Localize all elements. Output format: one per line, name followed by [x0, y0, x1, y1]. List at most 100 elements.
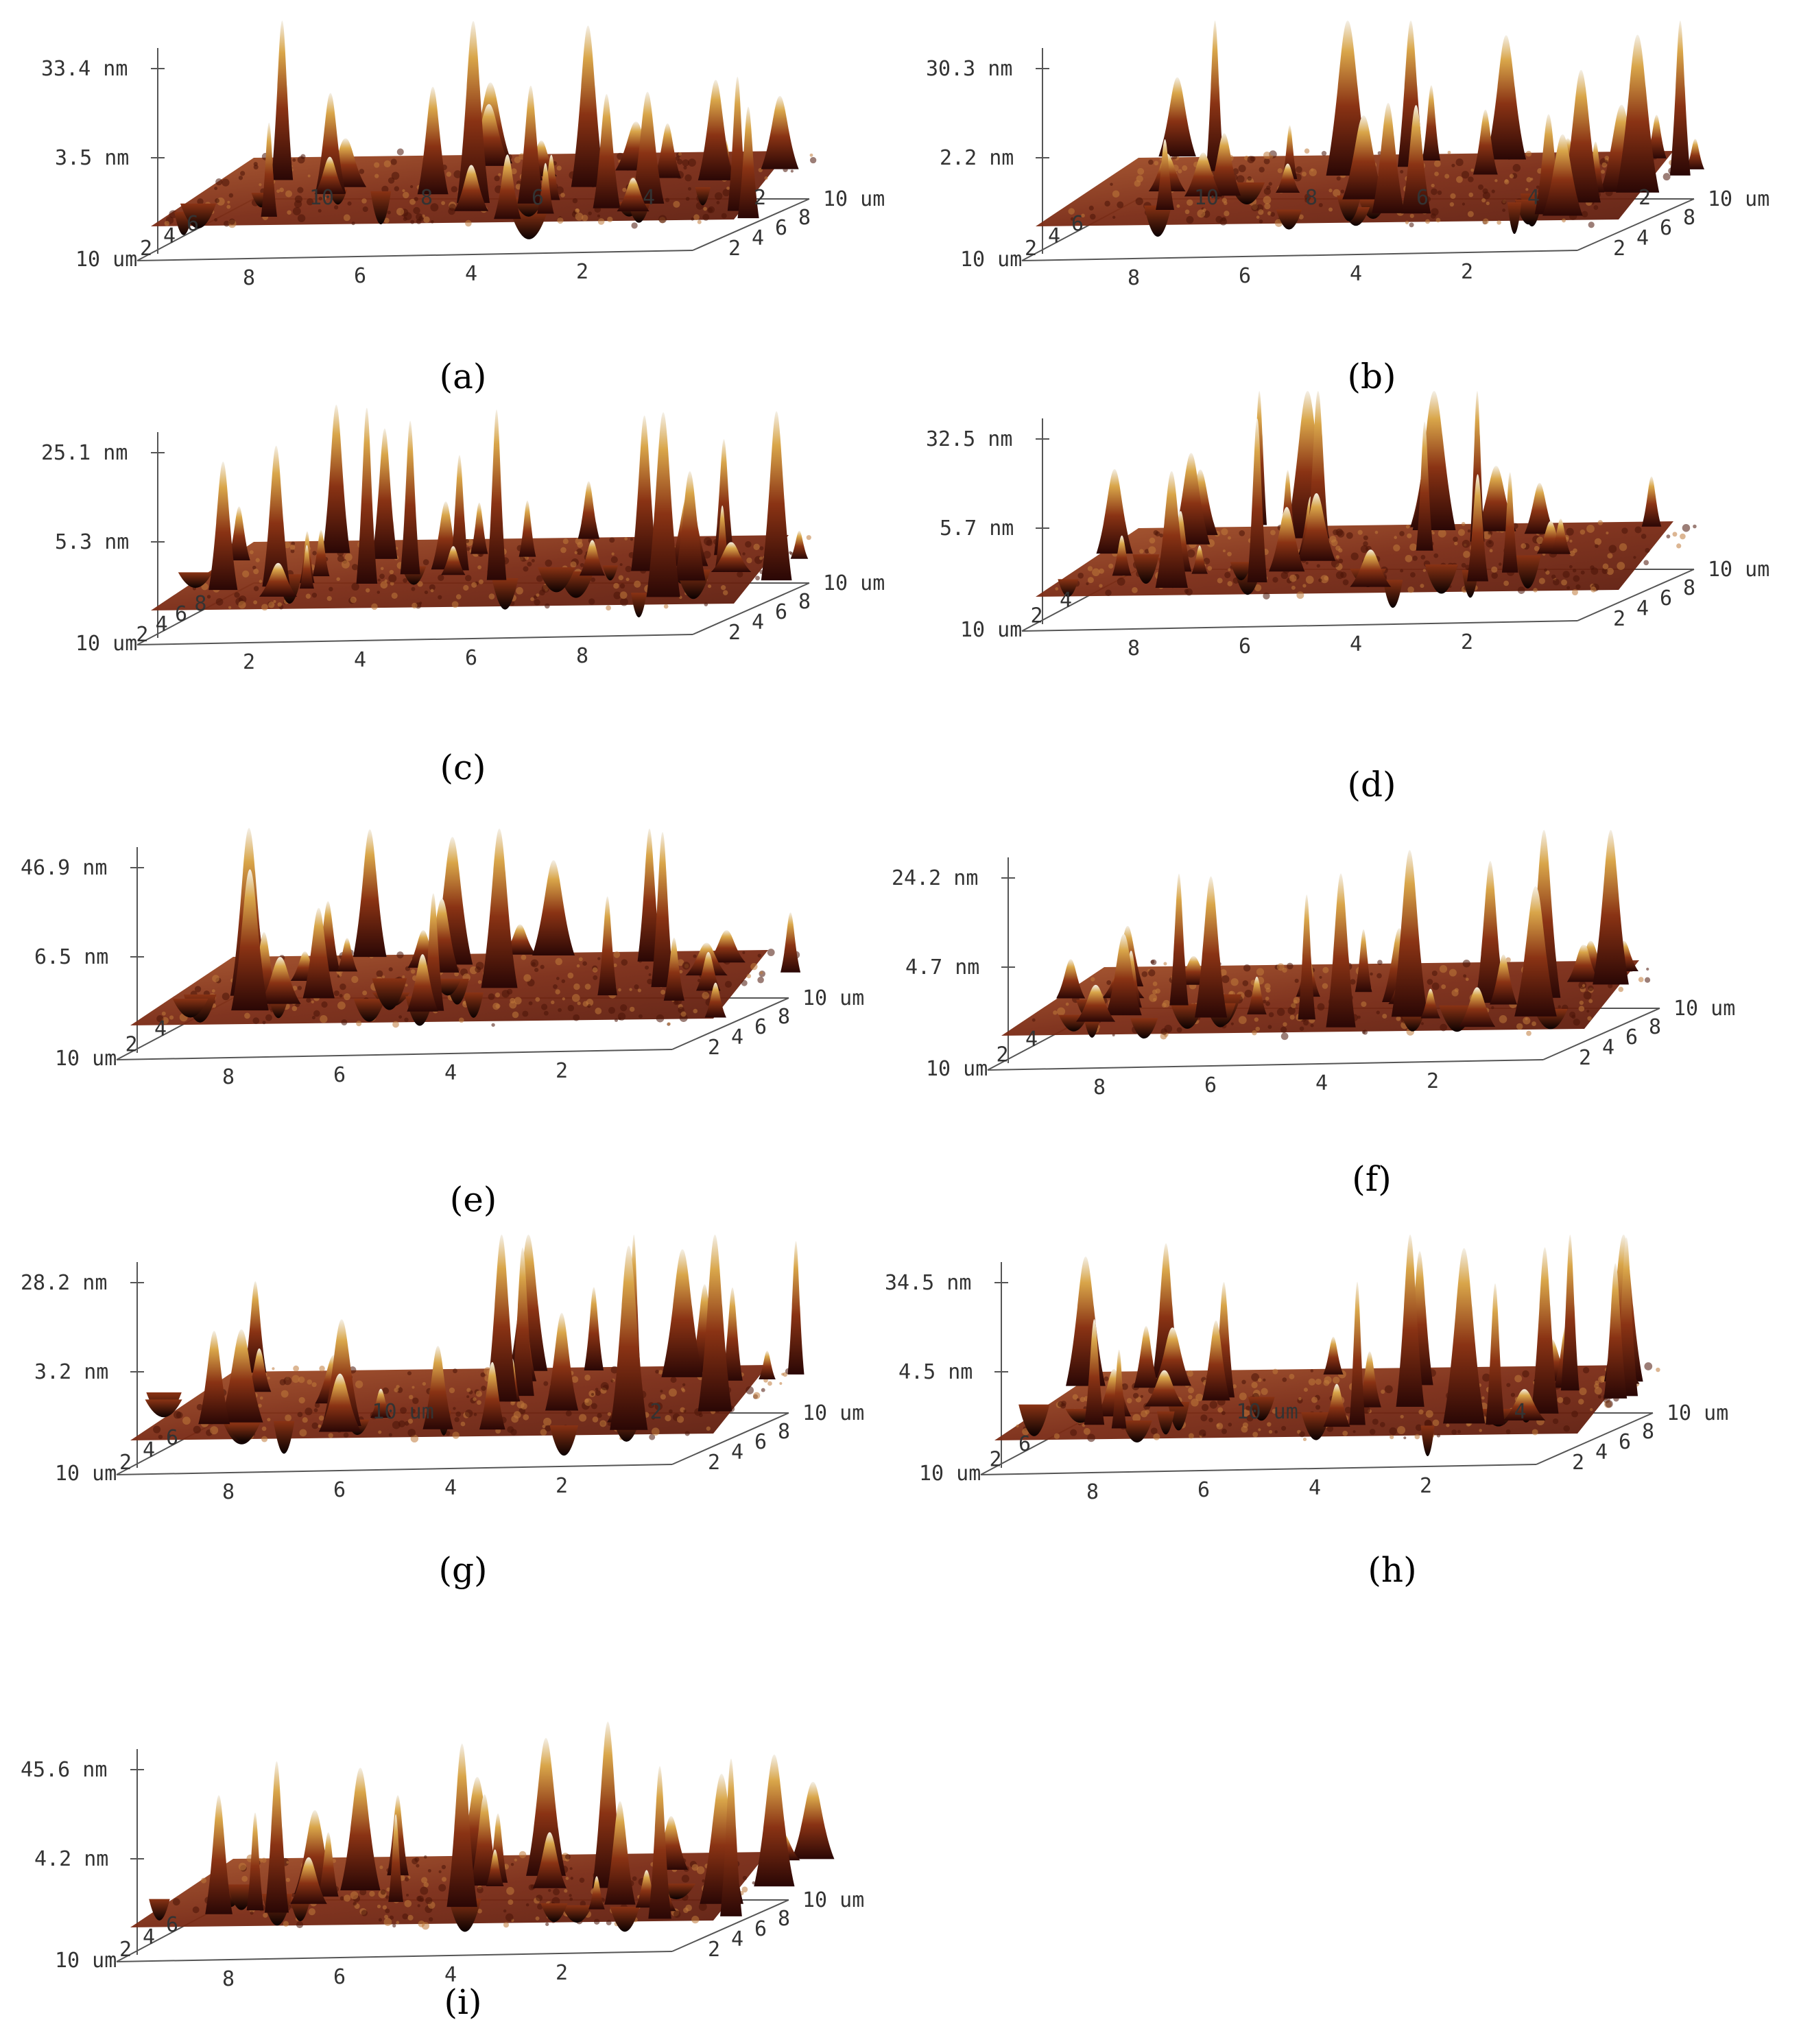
afm-panel-f: 24.2 nm 4.7 nm 10 um 10 um 8 6 4 2 2 4 6 8 2 4 [878, 823, 1769, 1152]
left-tick-label: 4 [1048, 224, 1060, 248]
depth-tick-label: 4 [1602, 1036, 1614, 1060]
x-tick-label: 4 [354, 648, 366, 672]
surface-peaks [1096, 391, 1662, 588]
z-mid-label: 2.2 nm [940, 146, 1014, 170]
depth-tick-label: 8 [798, 206, 811, 230]
surface-peaks [230, 828, 801, 1018]
depth-tick-label: 4 [752, 610, 764, 634]
back-tick-label: 6 [532, 186, 544, 210]
depth-tick-label: 2 [728, 621, 741, 645]
x-tick-label: 6 [333, 1063, 346, 1087]
back-tick-label: 10 [1194, 186, 1219, 210]
x-tick-label: 6 [1197, 1478, 1210, 1502]
left-tick-label: 6 [1071, 212, 1084, 236]
x-tick-label: 6 [1239, 264, 1251, 288]
left-tick-label: 8 [194, 592, 206, 616]
depth-tick-label: 4 [1636, 597, 1649, 621]
left-tick-label: 2 [119, 1451, 132, 1475]
depth-tick-label: 2 [1579, 1046, 1591, 1070]
depth-tick-label: 2 [728, 237, 741, 261]
caption-c: (c) [440, 748, 486, 787]
depth-tick-label: 4 [731, 1440, 743, 1464]
left-tick-label: 4 [154, 1017, 167, 1041]
depth-axis-label: 10 um [802, 1401, 864, 1425]
afm-panel-c: 25.1 nm 5.3 nm 10 um 10 um 2 4 6 8 2 4 6 8 2 4 6 8 [27, 398, 919, 727]
y-axis-label: 10 um [75, 248, 137, 272]
depth-tick-label: 8 [1683, 206, 1695, 230]
caption-g: (g) [438, 1550, 488, 1590]
depth-tick-label: 8 [778, 1005, 790, 1029]
depth-axis-label: 10 um [802, 1888, 864, 1912]
left-tick-label: 4 [1060, 589, 1072, 613]
back-tick-label: 10 [309, 186, 334, 210]
depth-tick-label: 4 [1595, 1440, 1608, 1464]
x-tick-label: 8 [1128, 637, 1140, 661]
depth-tick-label: 2 [708, 1036, 720, 1060]
z-max-label: 30.3 nm [926, 57, 1012, 81]
x-tick-label: 6 [333, 1965, 346, 1989]
back-tick-label: 2 [1638, 186, 1651, 210]
left-tick-label: 6 [175, 602, 187, 626]
depth-tick-label: 2 [1572, 1451, 1584, 1475]
x-tick-label: 8 [222, 1967, 235, 1991]
surface-pits [172, 978, 484, 1026]
depth-tick-label: 8 [798, 590, 811, 614]
depth-axis-label: 10 um [1673, 997, 1735, 1021]
x-tick-label: 6 [465, 646, 477, 670]
x-tick-label: 4 [465, 262, 477, 286]
left-tick-label: 4 [1025, 1027, 1038, 1051]
surface-peaks [205, 1722, 835, 1919]
y-axis-label: 10 um [55, 1462, 117, 1486]
left-tick-label: 2 [119, 1938, 132, 1962]
x-tick-label: 2 [1420, 1474, 1432, 1498]
left-tick-label: 2 [140, 237, 152, 261]
y-axis-label: 10 um [55, 1949, 117, 1973]
back-tick-label: 10 um [1237, 1400, 1298, 1424]
caption-f: (f) [1352, 1159, 1392, 1199]
z-mid-label: 3.5 nm [55, 146, 129, 170]
back-tick-label: 4 [1514, 1400, 1527, 1424]
depth-tick-label: 4 [1636, 226, 1649, 250]
depth-tick-label: 6 [1619, 1430, 1631, 1454]
z-mid-label: 5.3 nm [55, 530, 129, 554]
left-tick-label: 2 [136, 623, 148, 647]
x-tick-label: 2 [556, 1059, 568, 1083]
depth-tick-label: 6 [754, 1917, 767, 1941]
depth-tick-label: 6 [1660, 216, 1672, 240]
z-max-label: 34.5 nm [885, 1271, 971, 1295]
z-mid-label: 5.7 nm [940, 516, 1014, 540]
surface-peaks [198, 1235, 804, 1432]
left-tick-label: 2 [997, 1043, 1009, 1067]
z-max-label: 33.4 nm [41, 57, 128, 81]
x-tick-label: 8 [576, 644, 588, 668]
y-axis-label: 10 um [75, 632, 137, 656]
depth-axis-label: 10 um [823, 187, 885, 211]
left-tick-label: 4 [163, 224, 176, 248]
left-tick-label: 6 [166, 1913, 178, 1937]
left-tick-label: 6 [187, 212, 199, 236]
surface-peaks [261, 21, 799, 219]
back-tick-label: 8 [420, 186, 433, 210]
caption-e: (e) [449, 1180, 497, 1220]
z-mid-label: 4.5 nm [898, 1360, 973, 1384]
x-tick-label: 4 [444, 1963, 457, 1987]
caption-b: (b) [1347, 357, 1396, 396]
depth-tick-label: 4 [752, 226, 764, 250]
x-tick-label: 6 [354, 264, 366, 288]
depth-tick-label: 6 [754, 1015, 767, 1039]
back-tick-label: 4 [1527, 186, 1540, 210]
depth-tick-label: 6 [775, 600, 787, 624]
depth-tick-label: 8 [1649, 1015, 1661, 1039]
x-tick-label: 8 [222, 1480, 235, 1504]
surface-pits [1018, 1397, 1536, 1457]
x-tick-label: 4 [1315, 1071, 1328, 1095]
left-tick-label: 4 [156, 613, 168, 637]
depth-tick-label: 6 [775, 216, 787, 240]
depth-axis-label: 10 um [823, 571, 885, 595]
z-max-label: 46.9 nm [21, 856, 107, 880]
afm-panel-i: 45.6 nm 4.2 nm 10 um 10 um 8 6 4 2 2 4 6 8 2 4 6 [7, 1715, 898, 2044]
left-tick-label: 2 [1031, 604, 1043, 628]
back-tick-label: 10 um [372, 1400, 434, 1424]
depth-tick-label: 4 [731, 1927, 743, 1951]
z-mid-label: 4.7 nm [905, 955, 979, 979]
